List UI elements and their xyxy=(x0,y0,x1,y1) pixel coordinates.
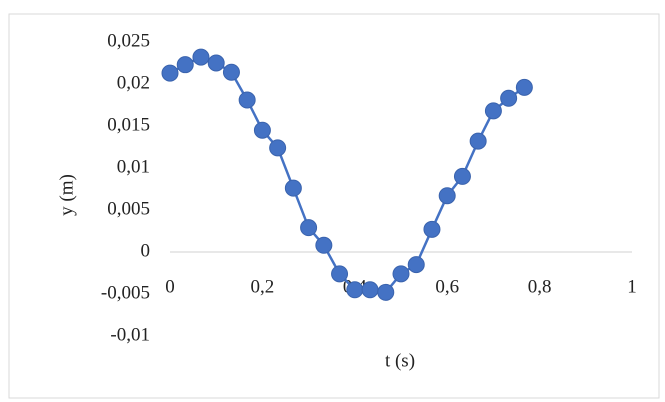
x-tick-label: 0,8 xyxy=(528,276,552,297)
data-point xyxy=(300,219,318,237)
data-point xyxy=(500,89,518,107)
data-point xyxy=(392,265,410,283)
y-tick-label: -0,01 xyxy=(110,324,150,345)
x-tick-label: 1 xyxy=(627,276,637,297)
data-point xyxy=(423,220,441,238)
data-point xyxy=(469,132,487,150)
data-point xyxy=(253,121,271,139)
data-point xyxy=(453,167,471,185)
data-point xyxy=(222,63,240,81)
data-point xyxy=(438,187,456,205)
chart-frame xyxy=(8,13,660,399)
y-tick-label: -0,005 xyxy=(101,282,150,303)
data-point xyxy=(484,102,502,120)
y-tick-label: 0,02 xyxy=(117,72,150,93)
data-point xyxy=(284,179,302,197)
x-tick-label: 0 xyxy=(165,276,175,297)
data-point xyxy=(192,48,210,66)
y-tick-label: 0,01 xyxy=(117,156,150,177)
data-point xyxy=(346,281,364,299)
data-point xyxy=(269,139,287,157)
data-point xyxy=(407,256,425,274)
data-point xyxy=(176,56,194,74)
data-point xyxy=(207,54,225,72)
x-tick-label: 0,2 xyxy=(251,276,275,297)
data-point xyxy=(515,78,533,96)
y-axis-label: y (m) xyxy=(56,174,77,216)
data-point xyxy=(161,64,179,82)
data-point xyxy=(331,265,349,283)
x-axis-label: t (s) xyxy=(385,350,415,371)
y-tick-label: 0,025 xyxy=(107,30,150,51)
data-point xyxy=(377,283,395,301)
x-tick-label: 0,6 xyxy=(435,276,459,297)
data-point xyxy=(315,236,333,254)
data-point xyxy=(238,91,256,109)
y-tick-label: 0 xyxy=(141,240,151,261)
y-tick-label: 0,015 xyxy=(107,114,150,135)
data-point xyxy=(361,281,379,299)
y-tick-label: 0,005 xyxy=(107,198,150,219)
